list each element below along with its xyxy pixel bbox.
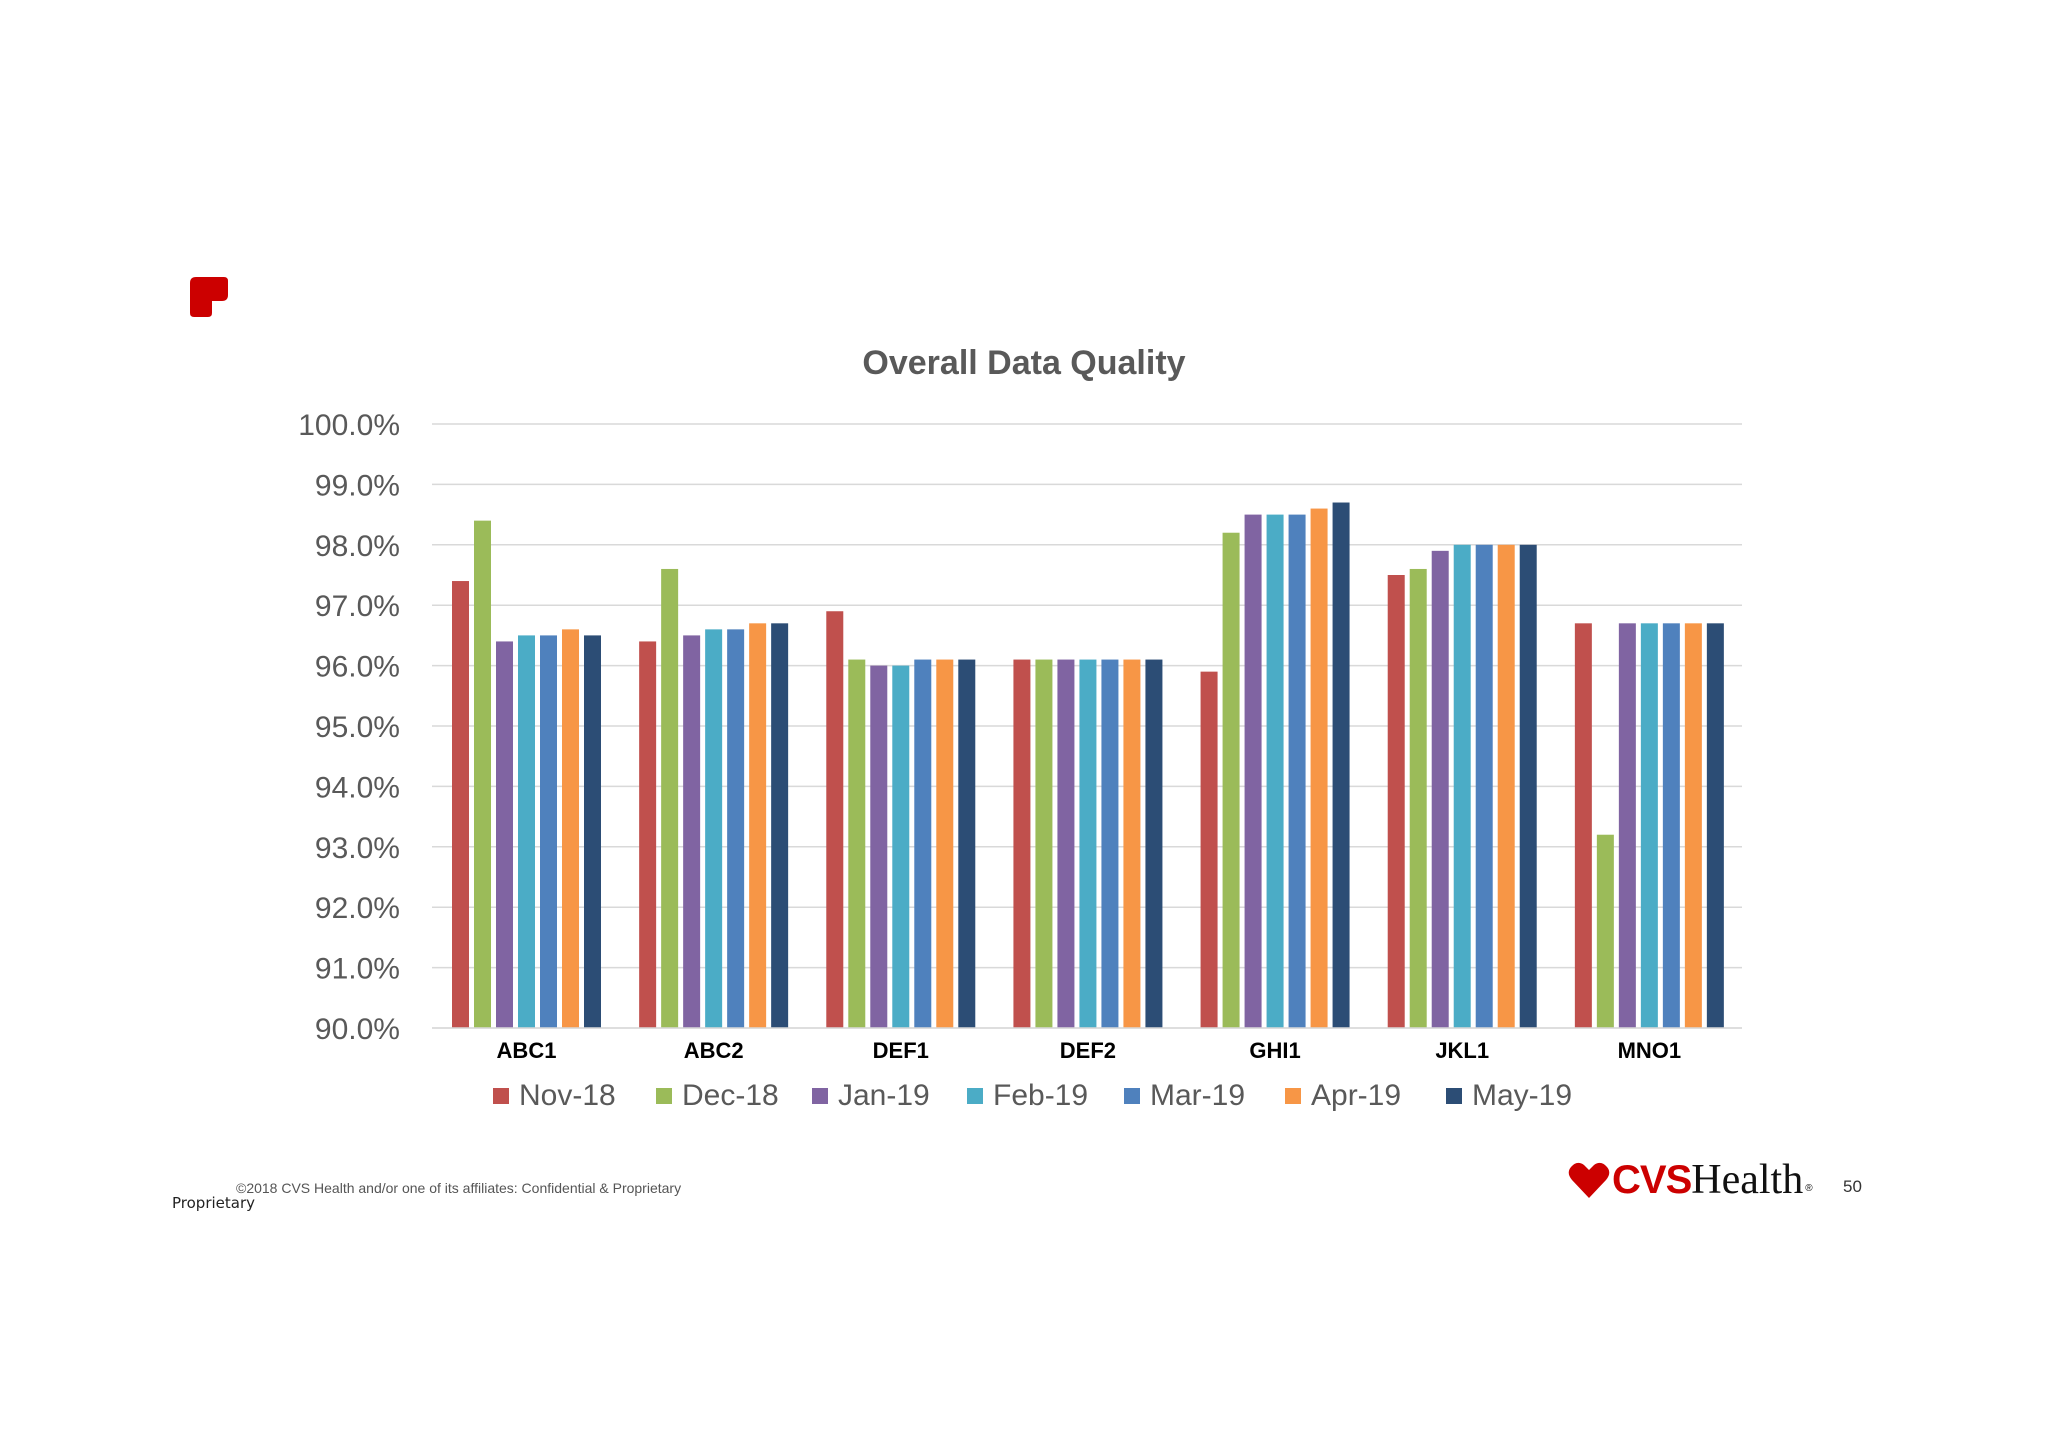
bar-def1-jan-19: [870, 665, 888, 1028]
bar-abc1-mar-19: [540, 635, 557, 1028]
bar-def2-nov-18: [1013, 659, 1031, 1028]
legend-swatch: [493, 1088, 509, 1104]
bar-abc2-dec-18: [661, 568, 679, 1028]
bar-def2-mar-19: [1101, 659, 1119, 1028]
legend-swatch: [1124, 1088, 1140, 1104]
brand-registered-mark: ®: [1805, 1183, 1813, 1194]
bar-def2-jan-19: [1057, 659, 1075, 1028]
x-tick-label: ABC1: [497, 1038, 557, 1063]
chart-title: Overall Data Quality: [862, 344, 1185, 382]
bar-abc1-dec-18: [474, 520, 491, 1028]
bar-abc2-jan-19: [683, 635, 701, 1028]
bar-jkl1-may-19: [1519, 544, 1537, 1028]
bar-mno1-mar-19: [1662, 623, 1680, 1028]
brand-cvs-text: CVS: [1612, 1157, 1692, 1202]
y-tick-label: 94.0%: [315, 771, 400, 804]
legend-swatch: [1285, 1088, 1301, 1104]
bar-ghi1-mar-19: [1288, 514, 1306, 1028]
legend-swatch: [1446, 1088, 1462, 1104]
x-tick-label: DEF1: [873, 1038, 929, 1063]
page-number: 50: [1843, 1177, 1862, 1196]
legend-label: Apr-19: [1311, 1079, 1401, 1112]
bar-mno1-may-19: [1706, 623, 1724, 1028]
y-tick-label: 92.0%: [315, 892, 400, 925]
bar-abc1-may-19: [584, 635, 601, 1028]
x-tick-label: JKL1: [1435, 1038, 1489, 1063]
corner-logo-icon: [190, 277, 228, 317]
y-tick-label: 93.0%: [315, 832, 400, 865]
bar-jkl1-jan-19: [1431, 550, 1449, 1028]
heart-icon: [1568, 1162, 1610, 1198]
bar-ghi1-feb-19: [1266, 514, 1284, 1028]
brand-health-text: Health: [1691, 1157, 1804, 1203]
bar-jkl1-dec-18: [1409, 568, 1427, 1028]
legend-label: Dec-18: [682, 1079, 779, 1112]
y-tick-label: 91.0%: [315, 953, 400, 986]
bar-jkl1-feb-19: [1453, 544, 1471, 1028]
y-tick-label: 95.0%: [315, 711, 400, 744]
legend-label: May-19: [1472, 1079, 1572, 1112]
y-tick-label: 96.0%: [315, 651, 400, 684]
bar-ghi1-jan-19: [1244, 514, 1262, 1028]
legend-swatch: [812, 1088, 828, 1104]
legend-swatch: [967, 1088, 983, 1104]
bar-ghi1-nov-18: [1200, 671, 1218, 1028]
legend-label: Mar-19: [1150, 1079, 1245, 1112]
bar-jkl1-mar-19: [1475, 544, 1493, 1028]
y-tick-label: 100.0%: [298, 409, 400, 442]
bar-abc2-nov-18: [639, 641, 657, 1028]
bar-ghi1-apr-19: [1310, 508, 1328, 1028]
bar-abc1-feb-19: [518, 635, 535, 1028]
bar-def2-may-19: [1145, 659, 1163, 1028]
legend-label: Feb-19: [993, 1079, 1088, 1112]
bar-mno1-jan-19: [1618, 623, 1636, 1028]
cvs-health-logo: CVS Health ®: [1568, 1156, 1813, 1204]
bar-def2-feb-19: [1079, 659, 1097, 1028]
bar-abc1-apr-19: [562, 629, 579, 1028]
copyright-text: ©2018 CVS Health and/or one of its affil…: [236, 1180, 682, 1196]
x-tick-label: DEF2: [1060, 1038, 1116, 1063]
y-tick-label: 98.0%: [315, 530, 400, 563]
bar-jkl1-nov-18: [1387, 575, 1405, 1028]
bar-def2-dec-18: [1035, 659, 1053, 1028]
classification-label: Proprietary: [172, 1194, 255, 1212]
legend-swatch: [656, 1088, 672, 1104]
legend-label: Nov-18: [519, 1079, 616, 1112]
bar-def1-nov-18: [826, 611, 844, 1028]
bar-abc2-apr-19: [749, 623, 767, 1028]
bar-abc2-mar-19: [727, 629, 745, 1028]
bar-abc2-feb-19: [705, 629, 723, 1028]
bar-def1-mar-19: [914, 659, 932, 1028]
x-tick-label: MNO1: [1618, 1038, 1682, 1063]
y-tick-label: 97.0%: [315, 590, 400, 623]
bar-def1-apr-19: [936, 659, 954, 1028]
bar-abc2-may-19: [771, 623, 789, 1028]
bar-abc1-nov-18: [452, 581, 469, 1028]
bar-ghi1-may-19: [1332, 502, 1350, 1028]
y-tick-label: 99.0%: [315, 469, 400, 502]
x-tick-label: GHI1: [1249, 1038, 1300, 1063]
bar-mno1-dec-18: [1596, 834, 1614, 1028]
bar-def1-may-19: [958, 659, 976, 1028]
bar-mno1-feb-19: [1640, 623, 1658, 1028]
legend-label: Jan-19: [838, 1079, 930, 1112]
bar-ghi1-dec-18: [1222, 532, 1240, 1028]
bar-def1-feb-19: [892, 665, 910, 1028]
x-tick-label: ABC2: [684, 1038, 744, 1063]
bar-jkl1-apr-19: [1497, 544, 1515, 1028]
bar-mno1-apr-19: [1684, 623, 1702, 1028]
bar-mno1-nov-18: [1574, 623, 1592, 1028]
bar-def1-dec-18: [848, 659, 866, 1028]
bar-def2-apr-19: [1123, 659, 1141, 1028]
bar-abc1-jan-19: [496, 641, 513, 1028]
y-tick-label: 90.0%: [315, 1013, 400, 1046]
